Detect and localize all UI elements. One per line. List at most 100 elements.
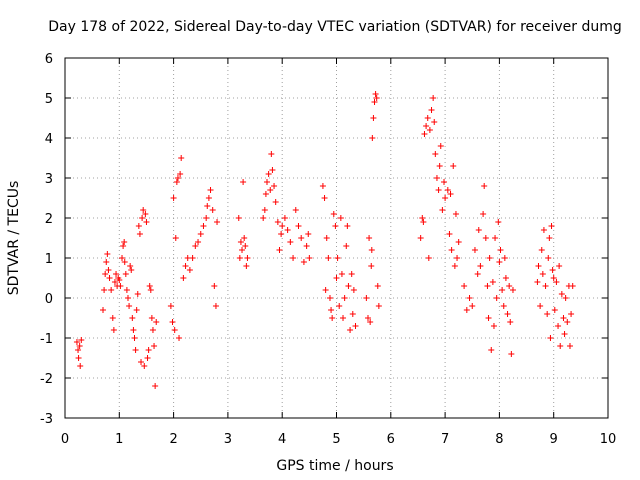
chart-title: Day 178 of 2022, Sidereal Day-to-day VTE… — [48, 19, 622, 35]
data-point — [433, 175, 440, 181]
data-point — [240, 179, 247, 185]
x-tick-label: 4 — [278, 432, 286, 447]
data-point — [371, 99, 378, 105]
data-point — [547, 335, 554, 341]
data-point — [348, 271, 355, 277]
data-point — [561, 331, 568, 337]
data-point — [493, 295, 500, 301]
data-point — [431, 119, 438, 125]
data-point — [209, 207, 216, 213]
data-point — [319, 183, 326, 189]
data-point — [321, 195, 328, 201]
data-point — [373, 95, 380, 101]
data-point — [126, 303, 133, 309]
data-point — [197, 231, 204, 237]
data-point — [466, 295, 473, 301]
data-point — [117, 283, 124, 289]
data-point — [73, 339, 80, 345]
data-point — [290, 255, 297, 261]
data-point — [172, 235, 179, 241]
y-tick-label: -2 — [40, 372, 53, 387]
data-point — [539, 271, 546, 277]
data-point — [147, 287, 154, 293]
data-point — [142, 211, 149, 217]
data-point — [133, 307, 140, 313]
data-point — [262, 191, 269, 197]
data-point — [451, 263, 458, 269]
data-point — [375, 303, 382, 309]
data-point — [488, 347, 495, 353]
data-point — [272, 199, 279, 205]
data-point — [421, 131, 428, 137]
data-point — [486, 255, 493, 261]
data-point — [340, 315, 347, 321]
data-point — [363, 295, 370, 301]
data-point — [269, 167, 276, 173]
data-point — [305, 231, 312, 237]
data-point — [332, 223, 339, 229]
data-point — [170, 195, 177, 201]
y-axis-ticks: -3 -2 -1 0 1 2 3 4 5 6 — [40, 52, 608, 427]
data-point — [119, 255, 126, 261]
data-point — [455, 239, 462, 245]
data-point — [243, 263, 250, 269]
data-point — [501, 255, 508, 261]
data-point — [124, 295, 131, 301]
data-point — [169, 319, 176, 325]
data-point — [330, 211, 337, 217]
data-point — [506, 283, 513, 289]
data-point — [569, 283, 576, 289]
data-point — [428, 107, 435, 113]
data-point — [366, 235, 373, 241]
data-point — [545, 255, 552, 261]
data-point — [122, 271, 129, 277]
data-point — [303, 243, 310, 249]
y-tick-label: 3 — [45, 172, 53, 187]
data-point — [447, 191, 454, 197]
data-point — [336, 303, 343, 309]
data-point — [436, 163, 443, 169]
data-point — [557, 343, 564, 349]
data-point — [271, 183, 278, 189]
data-point — [182, 263, 189, 269]
data-point — [548, 223, 555, 229]
data-point — [241, 235, 248, 241]
data-point — [121, 239, 128, 245]
data-point — [132, 347, 139, 353]
data-point — [189, 255, 196, 261]
y-tick-label: 6 — [45, 52, 53, 67]
data-point — [367, 319, 374, 325]
data-point — [113, 271, 120, 277]
data-point — [131, 335, 138, 341]
data-point — [425, 255, 432, 261]
data-point — [242, 243, 249, 249]
x-tick-label: 5 — [332, 432, 340, 447]
data-point — [350, 287, 357, 293]
data-point — [244, 255, 251, 261]
data-point — [509, 287, 516, 293]
y-tick-label: 0 — [45, 292, 53, 307]
data-point — [500, 303, 507, 309]
data-point — [109, 315, 116, 321]
data-point — [300, 259, 307, 265]
data-point — [100, 307, 107, 313]
data-point — [105, 267, 112, 273]
data-point — [177, 171, 184, 177]
data-point — [281, 215, 288, 221]
data-point — [461, 283, 468, 289]
data-point — [481, 183, 488, 189]
data-point — [295, 223, 302, 229]
data-point — [442, 195, 449, 201]
data-point — [167, 303, 174, 309]
data-point — [138, 359, 145, 365]
data-point — [484, 283, 491, 289]
data-point — [564, 319, 571, 325]
data-point — [566, 343, 573, 349]
data-point — [235, 215, 242, 221]
data-point — [135, 223, 142, 229]
data-point — [306, 255, 313, 261]
y-tick-label: 1 — [45, 252, 53, 267]
data-point — [174, 175, 181, 181]
data-point — [322, 287, 329, 293]
data-point — [268, 151, 275, 157]
